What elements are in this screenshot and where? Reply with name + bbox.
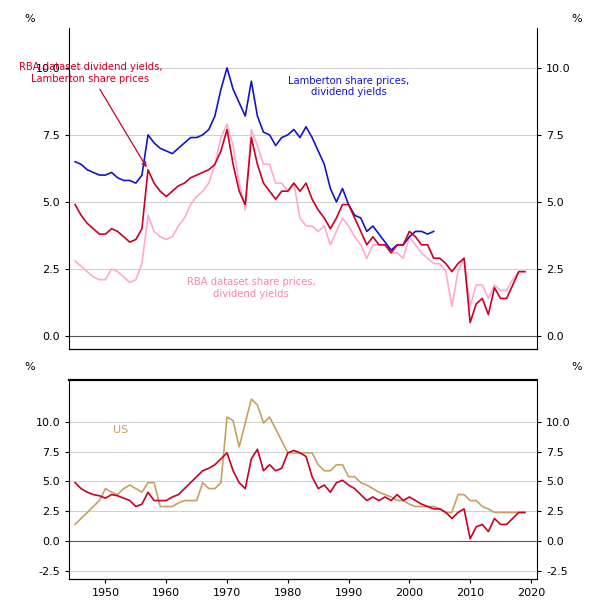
Text: %: %: [24, 14, 35, 25]
Text: Lamberton share prices,
dividend yields: Lamberton share prices, dividend yields: [288, 76, 409, 97]
Text: RBA dataset dividend yields,
Lamberton share prices: RBA dataset dividend yields, Lamberton s…: [19, 63, 162, 166]
Text: RBA dataset share prices,
dividend yields: RBA dataset share prices, dividend yield…: [187, 277, 316, 299]
Text: %: %: [571, 14, 582, 25]
Text: US: US: [113, 425, 128, 435]
Text: %: %: [24, 362, 35, 372]
Text: %: %: [571, 362, 582, 372]
